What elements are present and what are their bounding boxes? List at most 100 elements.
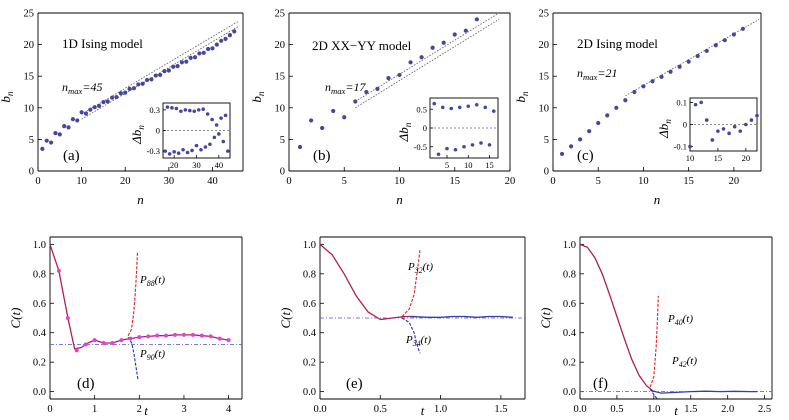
series-label: P42(t) bbox=[671, 355, 697, 369]
inset-y-tick-label: 0 bbox=[156, 126, 160, 136]
y-tick-label: 25 bbox=[24, 9, 35, 20]
nmax-annotation: nmax=17 bbox=[325, 80, 366, 96]
y-tick-label: 15 bbox=[24, 72, 35, 83]
inset-point bbox=[223, 113, 228, 118]
fit-line bbox=[355, 18, 500, 109]
series-label: P40(t) bbox=[667, 313, 693, 327]
data-point bbox=[118, 91, 123, 96]
inset-point bbox=[179, 109, 183, 114]
inset-point bbox=[167, 152, 172, 156]
y-tick-label: 0 bbox=[280, 167, 285, 178]
fit-line bbox=[355, 12, 500, 102]
inset-point bbox=[190, 148, 194, 153]
inset-point bbox=[487, 143, 492, 147]
inset-x-tick-label: 30 bbox=[192, 160, 201, 170]
y-tick-label: 25 bbox=[275, 9, 286, 20]
y-tick-label: 0.0 bbox=[33, 387, 46, 398]
marker-point bbox=[65, 316, 70, 320]
data-point bbox=[171, 64, 176, 69]
inset-point bbox=[462, 144, 466, 149]
data-point bbox=[153, 73, 158, 78]
data-point bbox=[320, 125, 325, 131]
y-axis-label: bn bbox=[513, 91, 531, 103]
y-tick-label: 1.0 bbox=[33, 240, 46, 251]
inset-y-tick-label: 0.1 bbox=[676, 97, 687, 107]
fit-line bbox=[625, 18, 760, 97]
inset-point bbox=[466, 104, 471, 109]
x-tick-label: 10 bbox=[76, 176, 87, 187]
x-tick-label: 20 bbox=[505, 176, 516, 187]
marker-point bbox=[83, 342, 88, 347]
inset-point bbox=[432, 101, 437, 106]
series-label: P34(t) bbox=[405, 334, 431, 348]
marker-point bbox=[181, 332, 186, 337]
series-label: P32(t) bbox=[407, 261, 433, 275]
inset-point bbox=[449, 106, 454, 111]
y-tick-label: 0.2 bbox=[33, 358, 46, 369]
inset-point bbox=[693, 102, 698, 107]
inset-point bbox=[221, 139, 226, 144]
inset-x-tick-label: 15 bbox=[485, 160, 494, 170]
inset-point bbox=[699, 100, 703, 105]
x-tick-label: 20 bbox=[120, 176, 131, 187]
x-tick-label: 4 bbox=[226, 404, 232, 415]
data-point bbox=[66, 125, 71, 130]
y-axis-label: bn bbox=[249, 91, 267, 103]
data-point bbox=[397, 72, 402, 78]
y-tick-label: 0.2 bbox=[563, 358, 576, 369]
data-point bbox=[88, 107, 93, 112]
inset-point bbox=[199, 147, 203, 152]
nmax-annotation: nmax=45 bbox=[62, 80, 102, 96]
inset-point bbox=[474, 102, 479, 107]
y-tick-label: 0.8 bbox=[563, 269, 576, 280]
y-axis-label: C(t) bbox=[278, 308, 293, 329]
marker-point bbox=[146, 334, 151, 339]
inset-point bbox=[188, 108, 192, 113]
data-point bbox=[695, 53, 700, 59]
data-point bbox=[92, 105, 97, 110]
y-tick-label: 0 bbox=[544, 167, 549, 178]
series-line bbox=[579, 243, 655, 393]
y-tick-label: 1.0 bbox=[563, 240, 576, 251]
panel-tag: (c) bbox=[577, 148, 594, 164]
series-line bbox=[127, 336, 139, 380]
data-point bbox=[162, 69, 167, 74]
x-tick-label: 1 bbox=[92, 404, 97, 415]
inset-point bbox=[710, 138, 715, 142]
x-tick-label: 3 bbox=[181, 404, 186, 415]
data-point bbox=[605, 113, 610, 118]
fit-line bbox=[81, 20, 239, 115]
inset-point bbox=[704, 118, 709, 122]
inset-x-tick-label: 10 bbox=[686, 153, 695, 163]
data-point bbox=[731, 32, 736, 37]
marker-point bbox=[137, 335, 142, 340]
inset-point bbox=[172, 150, 176, 154]
inset-point bbox=[176, 151, 181, 155]
y-tick-label: 0.6 bbox=[33, 299, 46, 310]
x-axis-label: t bbox=[674, 403, 678, 418]
data-point bbox=[127, 86, 132, 91]
inset-point bbox=[453, 147, 458, 152]
inset-point bbox=[165, 105, 170, 109]
marker-point bbox=[155, 333, 160, 338]
y-tick-label: 0.0 bbox=[303, 387, 316, 398]
inset-x-tick-label: 20 bbox=[170, 160, 179, 170]
data-point bbox=[114, 94, 119, 100]
data-point bbox=[650, 79, 655, 84]
data-point bbox=[214, 42, 219, 47]
series-label: P90(t) bbox=[139, 348, 165, 362]
inset-point bbox=[185, 150, 190, 155]
inset-point bbox=[470, 143, 475, 147]
inset-point bbox=[721, 127, 726, 131]
data-point bbox=[227, 33, 233, 38]
series-line bbox=[401, 248, 421, 317]
panel-tag: (a) bbox=[63, 148, 80, 164]
x-tick-label: 40 bbox=[207, 176, 218, 187]
data-point bbox=[40, 146, 45, 151]
y-tick-label: 20 bbox=[539, 40, 550, 51]
x-tick-label: 5 bbox=[342, 176, 347, 187]
panel-f: 0.0 0.5 1.0 1.5 2.0 2.5 0.0 0.2 0.4 0.6 0.8 1.0 t C(t… bbox=[538, 236, 773, 418]
